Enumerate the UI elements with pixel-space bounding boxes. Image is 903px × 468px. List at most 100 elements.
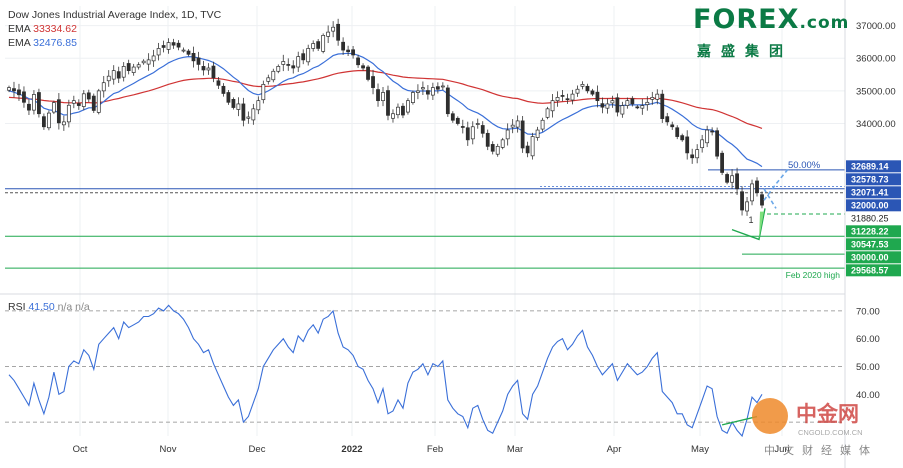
candle-down <box>450 113 455 121</box>
candle-down <box>22 91 26 103</box>
candle-up <box>321 35 326 52</box>
candle-up <box>650 97 655 100</box>
candle-down <box>755 180 759 194</box>
candle-down <box>196 57 201 65</box>
candle-down <box>366 66 370 80</box>
rsi-tick-label: 50.00 <box>856 362 880 373</box>
candle-down <box>291 65 296 69</box>
candle-down <box>480 125 485 134</box>
feb-2020-high-label: Feb 2020 high <box>786 270 841 280</box>
bullish-arrow <box>759 211 764 240</box>
month-tick-label: Apr <box>607 444 622 455</box>
cngold-watermark-url: CNGOLD.COM.CN <box>798 428 863 437</box>
candle-down <box>720 152 725 173</box>
candle-up <box>411 92 415 103</box>
candle-down <box>221 85 226 94</box>
candle-down <box>685 136 690 154</box>
chart-legend: Dow Jones Industrial Average Index, 1D, … <box>8 8 221 50</box>
candle-up <box>136 64 141 68</box>
candle-down <box>216 80 221 86</box>
candle-up <box>261 83 266 101</box>
candle-up <box>236 103 241 110</box>
candle-up <box>156 48 161 56</box>
candle-up <box>500 139 505 148</box>
price-candles <box>7 18 764 216</box>
price-label-box <box>846 225 901 238</box>
cngold-watermark-subtitle: 中文财经媒体 <box>764 445 878 457</box>
candle-up <box>605 103 610 109</box>
ema-slow-legend: EMA 32476.85 <box>8 36 221 50</box>
candle-up <box>416 90 420 93</box>
price-label-text: 32071.41 <box>851 188 889 198</box>
rsi-tick-label: 70.00 <box>856 306 880 317</box>
candle-up <box>281 61 286 65</box>
candle-up <box>106 75 111 82</box>
candle-up <box>555 97 560 102</box>
candle-down <box>630 98 635 105</box>
candle-down <box>560 95 565 97</box>
candle-up <box>396 106 400 116</box>
candle-up <box>505 129 510 140</box>
candle-up <box>470 126 475 140</box>
ema-fast-label: EMA <box>8 23 31 35</box>
candle-down <box>595 91 600 102</box>
price-label-box <box>846 199 901 212</box>
candle-up <box>7 87 11 91</box>
candle-down <box>336 23 341 41</box>
candle-up <box>141 60 146 64</box>
candle-up <box>575 88 580 94</box>
candle-up <box>440 85 445 88</box>
candle-up <box>266 77 271 82</box>
candle-up <box>276 66 281 72</box>
candle-down <box>371 76 375 88</box>
month-tick-label: Feb <box>427 444 443 455</box>
candle-up <box>750 183 754 202</box>
candle-down <box>386 90 390 116</box>
candle-up <box>640 105 645 109</box>
ema-fast-line <box>8 52 763 168</box>
candle-up <box>495 146 500 155</box>
candle-down <box>670 124 675 128</box>
candle-down <box>361 65 365 69</box>
candle-down <box>485 132 490 147</box>
candle-down <box>37 92 41 115</box>
candle-down <box>186 50 191 55</box>
chart-title: Dow Jones Industrial Average Index, 1D, … <box>8 9 222 21</box>
ema-fast-value: 33334.62 <box>33 23 77 35</box>
candle-down <box>356 57 360 66</box>
chart-annotations: 50.00% Feb 2020 high 1 <box>731 160 841 280</box>
candle-up <box>406 100 410 113</box>
rsi-tick-label: 40.00 <box>856 390 880 401</box>
candle-up <box>545 108 550 118</box>
month-tick-label: May <box>691 444 709 455</box>
candle-down <box>615 97 620 113</box>
candle-down <box>341 41 346 51</box>
candle-down <box>660 93 665 119</box>
candle-up <box>151 55 156 62</box>
price-label-box <box>846 238 901 251</box>
forex-brand: FOREX <box>693 4 800 35</box>
price-label-box <box>846 264 901 277</box>
price-label-box <box>846 251 901 264</box>
price-label-text: 31880.25 <box>851 214 889 224</box>
candle-up <box>96 90 101 113</box>
price-label-box <box>846 212 901 225</box>
candle-up <box>251 108 256 121</box>
candle-down <box>690 154 695 159</box>
candle-up <box>131 66 136 73</box>
ema-lines <box>8 52 763 168</box>
candle-down <box>211 65 216 79</box>
candle-down <box>226 92 231 103</box>
month-tick-label: Oct <box>73 444 88 455</box>
candle-down <box>161 45 166 48</box>
month-tick-label: Nov <box>160 444 177 455</box>
candle-up <box>81 93 86 107</box>
candle-up <box>695 149 700 159</box>
price-tick-label: 34000.00 <box>856 119 896 130</box>
candle-up <box>645 101 650 105</box>
wedge-green <box>731 208 766 241</box>
candle-down <box>490 144 495 152</box>
candle-down <box>91 95 96 111</box>
ema-slow-value: 32476.85 <box>33 37 77 49</box>
candle-down <box>346 49 350 53</box>
